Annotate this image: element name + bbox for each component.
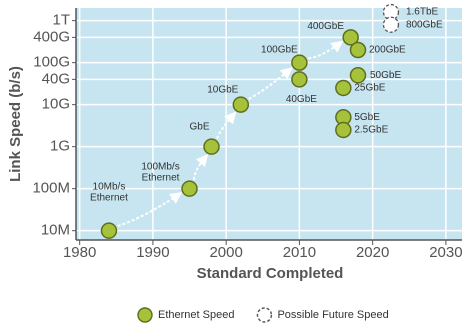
y-tick-label: 40G	[42, 70, 70, 87]
point-label: 10Mb/s	[93, 181, 126, 192]
future-point	[382, 16, 400, 33]
arrow	[308, 40, 344, 60]
y-tick-label: 1T	[52, 12, 70, 29]
point	[335, 79, 352, 97]
y-tick-label: 400G	[33, 28, 70, 45]
legend-swatch	[256, 307, 273, 323]
point-label: 200GbE	[369, 45, 406, 56]
x-tick-label: 1990	[136, 244, 169, 261]
point-label: GbE	[189, 121, 209, 132]
point-label: 10GbE	[207, 84, 238, 95]
point	[181, 180, 198, 197]
arrow	[117, 192, 183, 228]
legend-label: Possible Future Speed	[277, 309, 388, 321]
legend-swatch	[137, 307, 153, 323]
point-label: Ethernet	[90, 192, 128, 203]
point	[203, 138, 220, 155]
plot-area	[76, 8, 462, 240]
point	[349, 41, 367, 59]
arrow	[216, 111, 237, 139]
y-tick-label: 100G	[33, 54, 70, 71]
point-label: 25GbE	[354, 83, 385, 94]
point-label: 400GbE	[307, 21, 344, 32]
arrow	[193, 154, 209, 180]
y-tick-label: 10M	[41, 222, 70, 239]
x-tick-label: 2030	[429, 244, 462, 261]
point	[100, 222, 118, 239]
point	[232, 96, 250, 113]
point-label: 1.6TbE	[406, 7, 439, 18]
point-label: Ethernet	[142, 172, 180, 183]
point-label: 40GbE	[286, 94, 317, 105]
x-tick-label: 2000	[209, 244, 242, 261]
point	[335, 121, 352, 139]
point	[349, 67, 367, 84]
point-label: 100GbE	[261, 44, 298, 55]
x-axis-title: Standard Completed	[197, 265, 344, 282]
x-tick-label: 2010	[283, 244, 316, 261]
point	[291, 54, 308, 71]
x-tick-label: 1980	[63, 244, 96, 261]
point	[291, 71, 308, 88]
y-tick-label: 100M	[32, 180, 70, 197]
legend-label: Ethernet Speed	[158, 309, 234, 321]
point-label: 50GbE	[370, 70, 401, 81]
arrow	[248, 67, 293, 100]
point	[342, 29, 359, 46]
y-tick-label: 1G	[50, 138, 70, 155]
y-axis-title: Link Speed (b/s)	[7, 66, 24, 182]
point-label: 100Mb/s	[141, 161, 179, 172]
y-tick-label: 10G	[42, 96, 70, 113]
point-label: 2.5GbE	[354, 125, 388, 136]
point-label: 800GbE	[406, 19, 443, 30]
x-tick-label: 2020	[356, 244, 389, 261]
point-label: 5GbE	[354, 112, 380, 123]
